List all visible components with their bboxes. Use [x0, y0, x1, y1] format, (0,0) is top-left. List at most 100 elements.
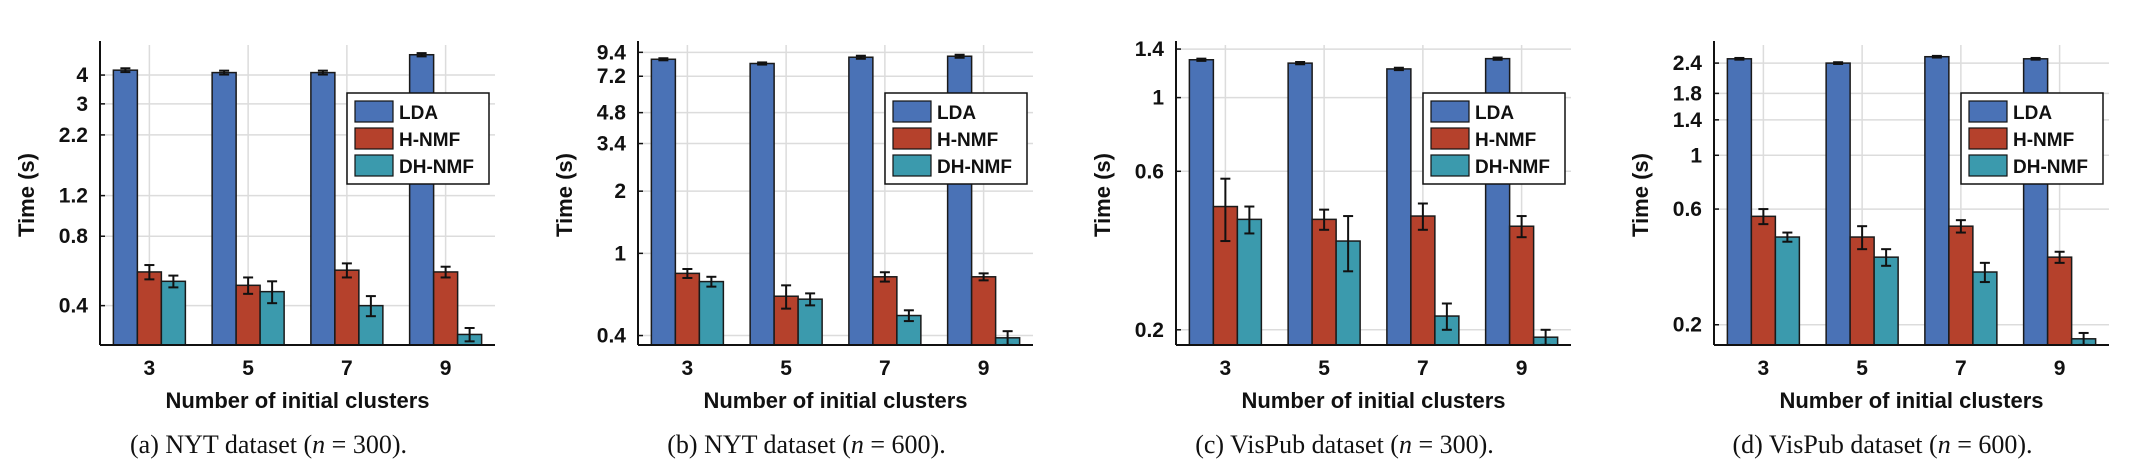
bar-lda-7: [1386, 68, 1412, 346]
chart-svg: 0.2 0.6 1 1.4 3 5 7 9 Number of initial clusters…: [1090, 38, 1571, 413]
bar-h-nmf-7: [1410, 215, 1436, 346]
y-tick-label: 0.2: [1135, 319, 1164, 342]
x-tick-label: 5: [1318, 357, 1330, 380]
x-axis-label: Number of initial clusters: [1779, 388, 2043, 413]
legend-swatch: [354, 127, 394, 150]
figure-caption: (a) NYT dataset (n = 300).: [0, 430, 537, 460]
legend-swatch: [1968, 154, 2008, 177]
bar-h-nmf-9: [1508, 225, 1535, 346]
bar-lda-7: [1924, 55, 1950, 346]
figure-caption: (d) VisPub dataset (n = 600).: [1614, 430, 2151, 460]
legend-label: DH-NMF: [937, 157, 1012, 178]
caption-prefix: (d) VisPub dataset (: [1732, 430, 1938, 459]
legend-label: H-NMF: [2013, 130, 2074, 151]
caption-prefix: (c) VisPub dataset (: [1195, 430, 1399, 459]
bar-lda-5: [749, 62, 775, 346]
legend-label: DH-NMF: [1475, 157, 1550, 178]
y-tick-label: 0.2: [1673, 314, 1702, 337]
legend-swatch: [354, 100, 394, 123]
x-tick-label: 3: [1758, 357, 1770, 380]
y-tick-label: 0.6: [1135, 160, 1164, 183]
chart-panel-2: 0.4 1 2 3.4 4.8 7.2 9.4 3 5 7 9 Number of initial c…: [538, 0, 1075, 470]
bar-h-nmf-3: [1750, 215, 1777, 346]
bar-h-nmf-3: [674, 272, 701, 346]
bar-lda-3: [650, 58, 677, 346]
legend-label: H-NMF: [937, 130, 998, 151]
legend-label: LDA: [2013, 103, 2052, 124]
bar-lda-7: [848, 56, 874, 346]
x-tick-label: 7: [1955, 357, 1967, 380]
legend-label: DH-NMF: [2013, 157, 2088, 178]
legend-swatch: [892, 127, 932, 150]
bar-dh-nmf-3: [160, 280, 187, 346]
bars: [1726, 54, 2097, 346]
caption-suffix: = 600).: [863, 430, 946, 459]
caption-variable: n: [1937, 430, 1951, 459]
bar-h-nmf-7: [1948, 225, 1974, 346]
bar-lda-3: [1726, 58, 1753, 346]
legend: LDA H-NMF DH-NMF: [1960, 92, 2104, 185]
y-tick-label: 0.6: [1673, 198, 1702, 221]
bar-lda-7: [310, 71, 336, 346]
bars: [112, 52, 483, 346]
x-tick-label: 7: [879, 357, 891, 380]
y-tick-label: 9.4: [597, 41, 627, 64]
legend-swatch: [1968, 100, 2008, 123]
bar-h-nmf-5: [1311, 218, 1337, 346]
x-tick-label: 9: [1516, 357, 1528, 380]
y-tick-label: 1.2: [59, 185, 88, 208]
x-tick-label: 9: [978, 357, 990, 380]
legend-swatch: [354, 154, 394, 177]
caption-variable: n: [312, 430, 326, 459]
x-tick-label: 3: [682, 357, 694, 380]
legend-label: DH-NMF: [399, 157, 474, 178]
x-tick-label: 7: [1417, 357, 1429, 380]
y-tick-label: 2.4: [1673, 52, 1703, 75]
caption-suffix: = 600).: [1950, 430, 2033, 459]
legend-swatch: [892, 100, 932, 123]
bar-dh-nmf-3: [698, 280, 725, 346]
x-tick-label: 3: [1220, 357, 1232, 380]
x-tick-label: 7: [341, 357, 353, 380]
legend-label: LDA: [1475, 103, 1514, 124]
legend-label: LDA: [399, 103, 438, 124]
legend-swatch: [1430, 100, 1470, 123]
legend-swatch: [1430, 127, 1470, 150]
y-tick-label: 2.2: [59, 124, 88, 147]
bar-h-nmf-7: [872, 276, 898, 346]
bar-h-nmf-5: [1849, 236, 1875, 346]
x-axis-label: Number of initial clusters: [703, 388, 967, 413]
legend-label: LDA: [937, 103, 976, 124]
legend: LDA H-NMF DH-NMF: [1422, 92, 1566, 185]
y-axis-label: Time (s): [14, 153, 39, 237]
y-tick-label: 7.2: [597, 65, 626, 88]
bar-lda-3: [112, 69, 139, 346]
y-tick-label: 4: [76, 64, 88, 87]
bar-dh-nmf-5: [1873, 256, 1899, 346]
bar-lda-5: [1825, 62, 1851, 346]
bar-h-nmf-7: [334, 269, 360, 346]
y-tick-label: 1.4: [1673, 109, 1703, 132]
caption-suffix: = 300).: [325, 430, 407, 459]
bar-lda-3: [1188, 59, 1215, 346]
x-tick-label: 9: [2054, 357, 2066, 380]
legend-swatch: [892, 154, 932, 177]
x-tick-label: 9: [440, 357, 452, 380]
x-axis-label: Number of initial clusters: [1241, 388, 1505, 413]
caption-variable: n: [850, 430, 864, 459]
chart-panel-1: 0.4 0.8 1.2 2.2 3 4 3 5 7 9 Number of initial clus…: [0, 0, 537, 470]
y-tick-label: 2: [614, 180, 626, 203]
bar-dh-nmf-3: [1774, 236, 1801, 346]
chart-panel-3: 0.2 0.6 1 1.4 3 5 7 9 Number of initial clusters…: [1076, 0, 1613, 470]
bar-lda-5: [211, 71, 237, 346]
bars: [1188, 56, 1559, 346]
chart-svg: 0.4 0.8 1.2 2.2 3 4 3 5 7 9 Number of initial clus…: [14, 41, 495, 413]
bar-h-nmf-3: [136, 271, 163, 346]
caption-prefix: (b) NYT dataset (: [667, 430, 851, 459]
y-axis-label: Time (s): [1090, 153, 1115, 237]
legend: LDA H-NMF DH-NMF: [884, 92, 1028, 185]
y-tick-label: 1.8: [1673, 82, 1703, 105]
legend-swatch: [1968, 127, 2008, 150]
figure-caption: (b) NYT dataset (n = 600).: [538, 430, 1075, 460]
